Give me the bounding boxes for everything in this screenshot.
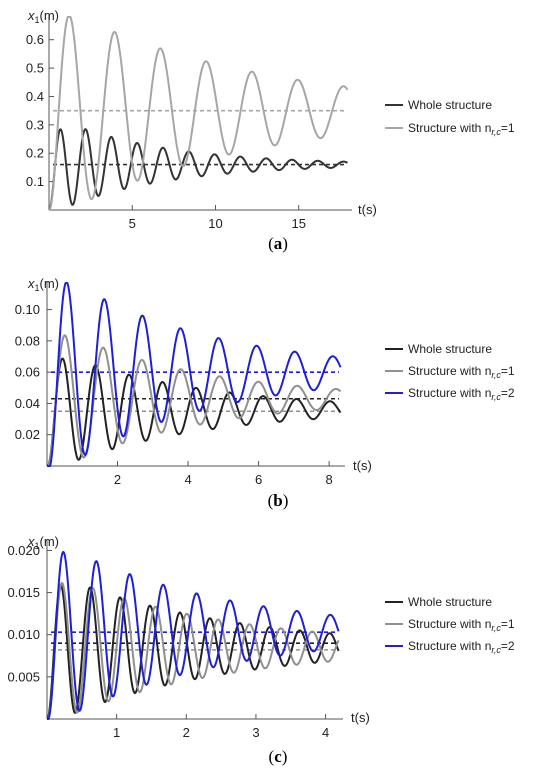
legend: Whole structure Structure with nr,c=1 Stru… — [385, 342, 515, 402]
y-axis-label: x1(m) — [27, 534, 59, 551]
legend-entry: Structure with nr,c=1 — [408, 364, 515, 380]
legend-entry: Whole structure — [408, 342, 492, 356]
x-tick-label: 2 — [114, 472, 121, 487]
y-tick-label: 0.06 — [15, 365, 40, 380]
x-tick-label: 15 — [291, 216, 305, 231]
y-axis-label: x1(m) — [27, 8, 59, 25]
legend-entry: Structure with nr,c=1 — [408, 617, 515, 633]
y-tick-label: 0.015 — [7, 585, 40, 600]
y-tick-label: 0.005 — [7, 669, 40, 684]
series-line-2 — [47, 334, 342, 467]
y-tick-label: 0.1 — [26, 174, 44, 189]
series-line-2 — [47, 581, 340, 720]
series-line-2 — [48, 16, 349, 211]
panel-caption: (a) — [268, 234, 288, 253]
chart-panel-b: 0.02 0.04 0.06 0.08 0.10 2 4 6 8 x1(m) t(s) Whole s… — [15, 276, 515, 510]
legend: Whole structure Structure with nr,c=1 Stru… — [385, 595, 515, 655]
legend-entry: Whole structure — [408, 98, 492, 112]
x-tick-label: 6 — [255, 472, 262, 487]
y-tick-label: 0.02 — [15, 427, 40, 442]
chart-panel-c: 0.005 0.010 0.015 0.020 1 2 3 4 x1(m) t(s) Whole s… — [7, 534, 514, 766]
x-tick-label: 10 — [208, 216, 222, 231]
y-tick-label: 0.5 — [26, 61, 44, 76]
x-tick-label: 4 — [184, 472, 191, 487]
series-line-1 — [48, 128, 348, 211]
y-tick-label: 0.04 — [15, 396, 40, 411]
x-tick-label: 4 — [322, 725, 329, 740]
panel-caption: (b) — [268, 491, 289, 510]
legend-entry: Structure with nr,c=2 — [408, 386, 515, 402]
x-tick-label: 2 — [183, 725, 190, 740]
x-axis-label: t(s) — [358, 202, 377, 217]
y-axis-label: x1(m) — [27, 276, 59, 293]
x-axis-label: t(s) — [351, 710, 370, 725]
legend-entry: Structure with nr,c=2 — [408, 639, 515, 655]
y-tick-label: 0.4 — [26, 89, 44, 104]
y-tick-label: 0.08 — [15, 333, 40, 348]
y-tick-label: 0.10 — [15, 302, 40, 317]
y-tick-label: 0.020 — [7, 543, 40, 558]
x-tick-label: 8 — [326, 472, 333, 487]
x-tick-label: 5 — [129, 216, 136, 231]
legend-entry: Structure with nr,c=1 — [408, 121, 515, 137]
series-line-3 — [47, 550, 340, 720]
legend: Whole structure Structure with nr,c=1 — [385, 98, 515, 137]
series-line-1 — [46, 584, 340, 720]
x-tick-label: 1 — [113, 725, 120, 740]
y-tick-label: 0.6 — [26, 32, 44, 47]
panel-caption: (c) — [269, 747, 288, 766]
chart-panel-a: 0.1 0.2 0.3 0.4 0.5 0.6 5 10 15 x1(m) t(s) Whole st… — [26, 8, 515, 253]
x-tick-label: 3 — [252, 725, 259, 740]
legend-entry: Whole structure — [408, 595, 492, 609]
y-tick-label: 0.2 — [26, 146, 44, 161]
series-line-3 — [47, 282, 342, 467]
y-tick-label: 0.010 — [7, 627, 40, 642]
x-axis-label: t(s) — [353, 458, 372, 473]
y-tick-label: 0.3 — [26, 117, 44, 132]
